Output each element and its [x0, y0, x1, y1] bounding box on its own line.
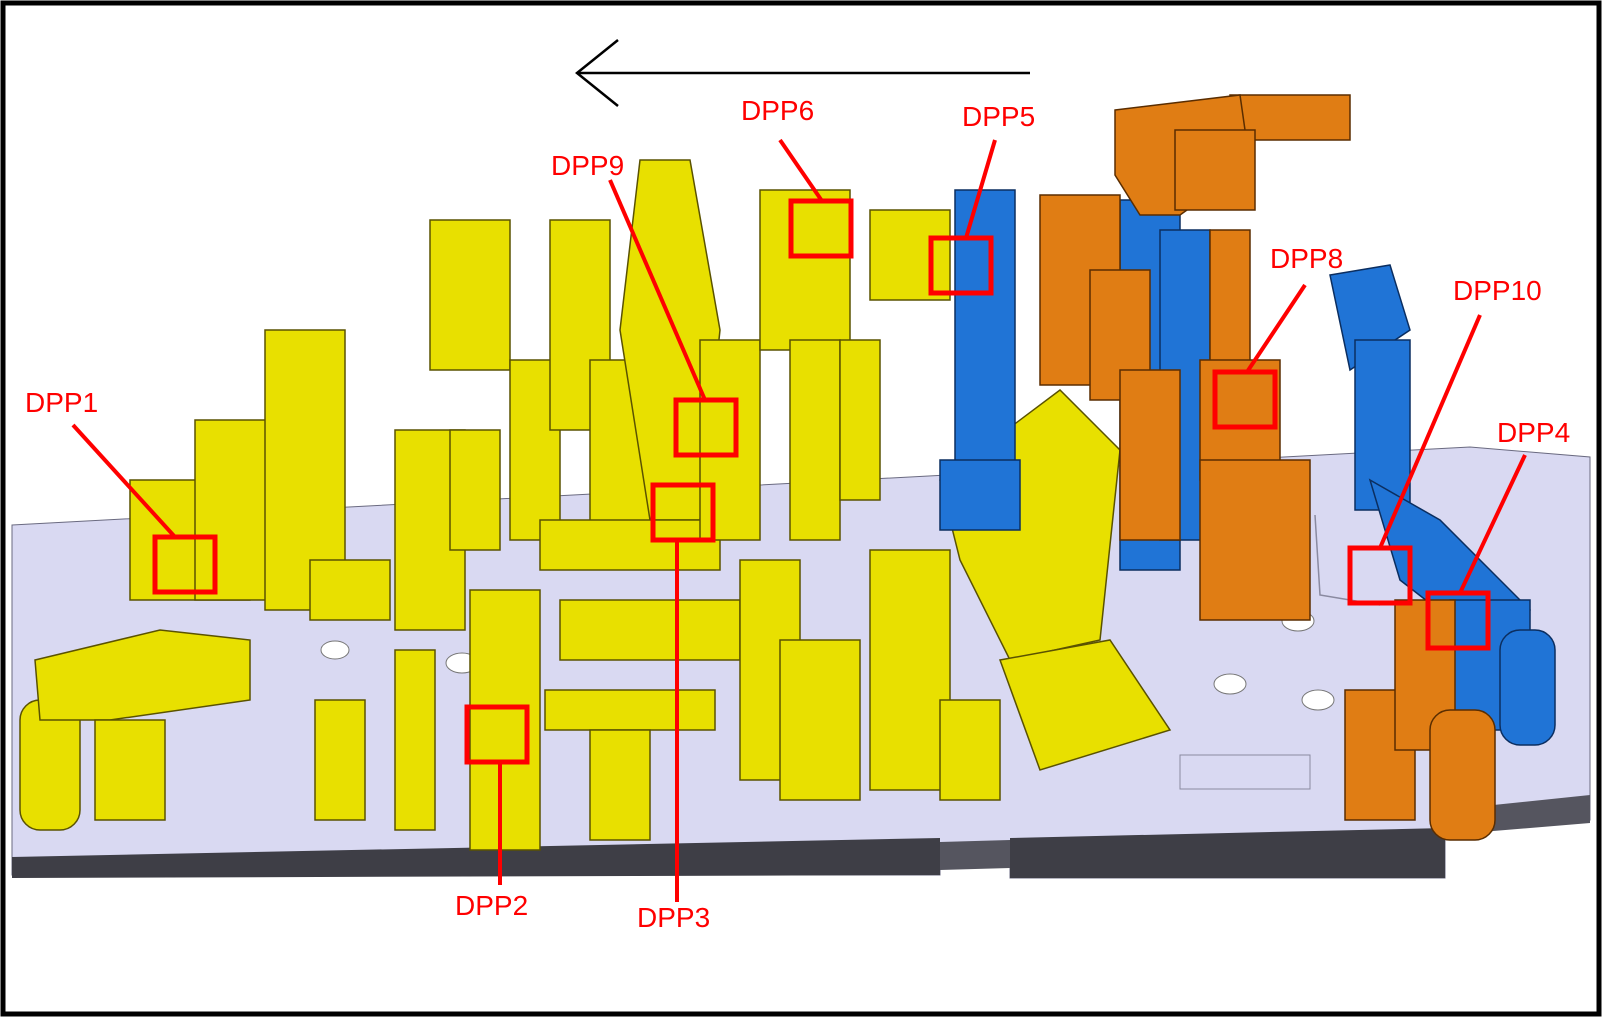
leader-line-dpp8	[1245, 283, 1307, 374]
callout-dpp9: DPP9	[551, 150, 739, 458]
marker-box-dpp3	[650, 482, 716, 543]
yellow-fixtures	[19, 159, 1172, 851]
leader-line-dpp4	[1458, 454, 1527, 594]
callout-dpp10: DPP10	[1347, 275, 1542, 606]
label-dpp5: DPP5	[962, 101, 1035, 132]
label-dpp4: DPP4	[1497, 417, 1570, 448]
label-dpp10: DPP10	[1453, 275, 1542, 306]
leader-line-dpp5	[964, 139, 997, 239]
orange-fixtures	[1039, 94, 1496, 841]
label-dpp8: DPP8	[1270, 243, 1343, 274]
callout-dpp4: DPP4	[1425, 417, 1570, 651]
callout-dpp3: DPP3	[637, 482, 716, 933]
label-dpp6: DPP6	[741, 95, 814, 126]
marker-box-dpp1	[152, 534, 218, 595]
callout-dpp6: DPP6	[741, 95, 854, 259]
arrow-left-icon	[575, 39, 1030, 107]
marker-box-dpp9	[673, 397, 739, 458]
label-dpp2: DPP2	[455, 890, 528, 921]
label-dpp9: DPP9	[551, 150, 624, 181]
marker-box-dpp2	[464, 704, 530, 765]
leader-line-dpp1	[71, 423, 177, 539]
callout-dpp1: DPP1	[25, 387, 218, 595]
label-dpp3: DPP3	[637, 902, 710, 933]
leader-line-dpp10	[1378, 314, 1482, 549]
marker-box-dpp8	[1212, 369, 1278, 430]
datum-point-annotations: DPP1 DPP2 DPP3 DPP4 DPP5 DPP6 DPP8 DPP9 DPP10	[25, 95, 1570, 933]
marker-box-dpp5	[928, 235, 994, 296]
callout-dpp5: DPP5	[928, 101, 1035, 296]
marker-box-dpp4	[1425, 590, 1491, 651]
callout-dpp2: DPP2	[455, 704, 530, 921]
leader-line-dpp9	[608, 179, 707, 401]
leader-line-dpp6	[778, 138, 824, 203]
callout-dpp8: DPP8	[1212, 243, 1343, 430]
label-dpp1: DPP1	[25, 387, 98, 418]
